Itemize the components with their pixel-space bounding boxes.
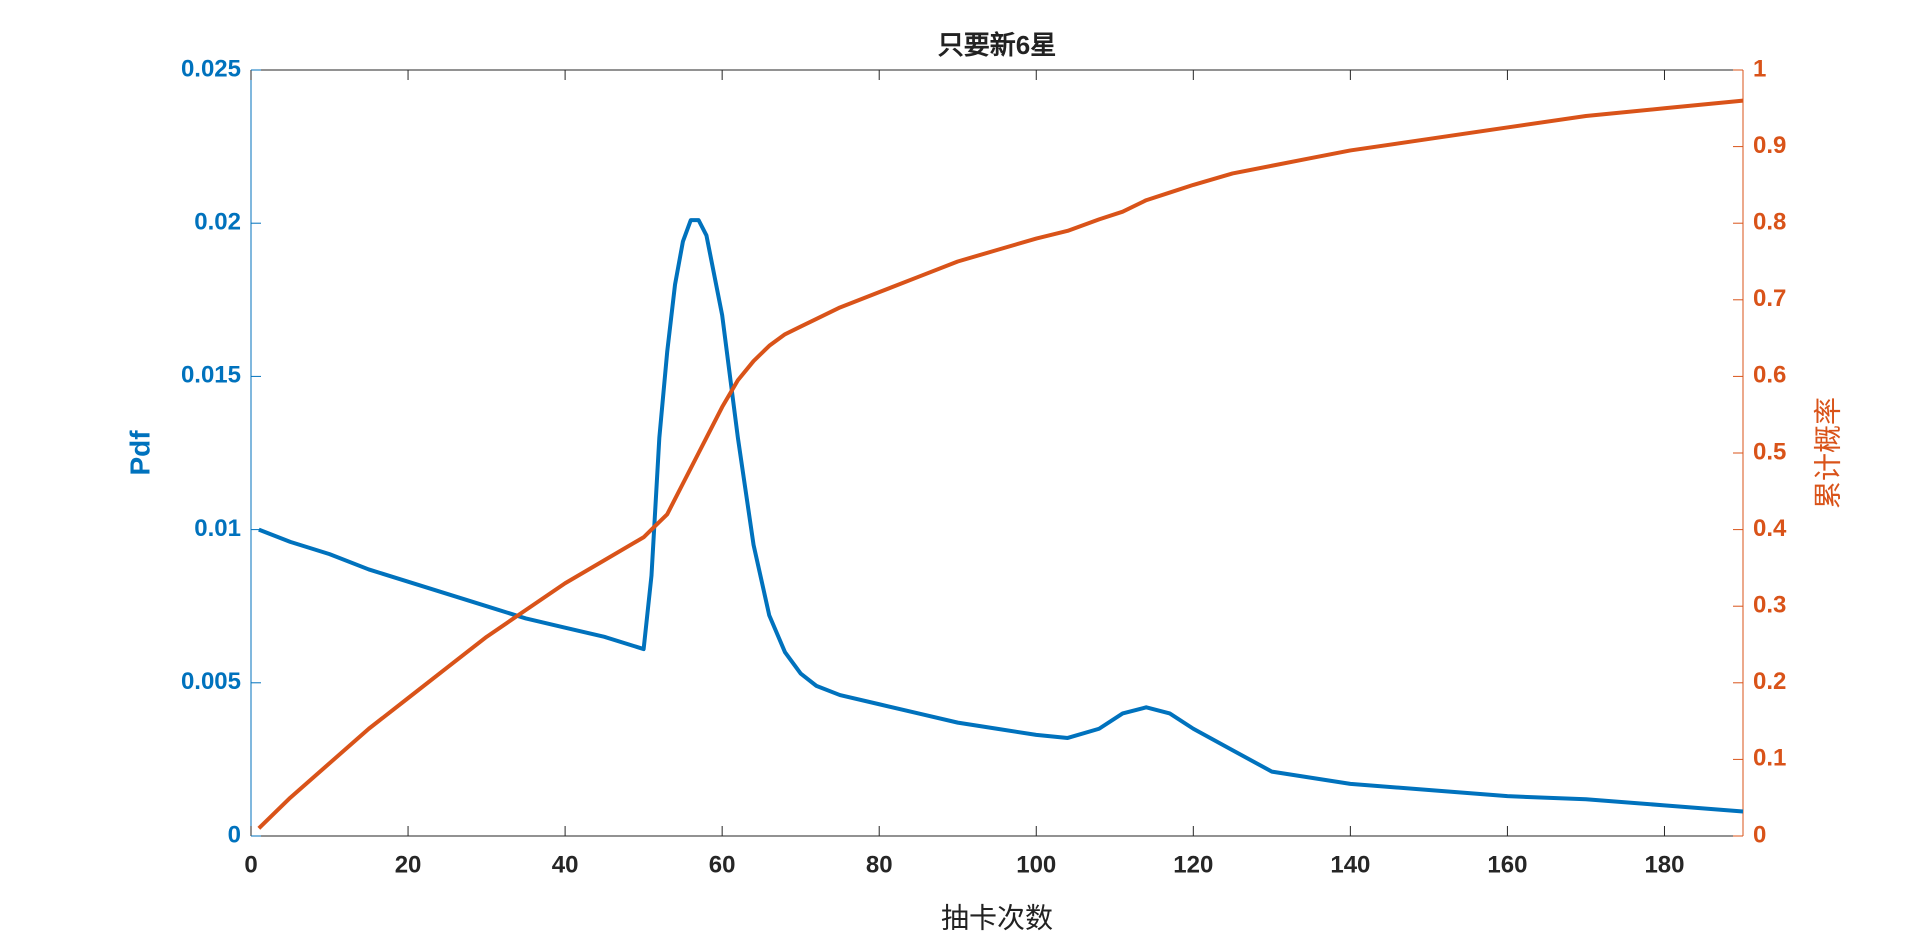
x-tick-label: 120 <box>1173 851 1213 878</box>
y2-tick-label: 0.2 <box>1753 668 1786 695</box>
y2-tick-label: 0.6 <box>1753 362 1786 389</box>
y2-tick-label: 0.1 <box>1753 745 1786 772</box>
x-tick-label: 20 <box>395 851 422 878</box>
chart-title: 只要新6星 <box>938 30 1056 60</box>
y2-tick-label: 0.7 <box>1753 285 1786 312</box>
y2-tick-label: 0.3 <box>1753 592 1786 619</box>
x-tick-label: 0 <box>244 851 257 878</box>
x-tick-label: 40 <box>552 851 579 878</box>
x-tick-label: 140 <box>1330 851 1370 878</box>
y-tick-label: 0.01 <box>194 515 241 542</box>
y-tick-label: 0.005 <box>181 668 241 695</box>
y2-tick-label: 0.8 <box>1753 209 1786 236</box>
y2-axis-label: 累计概率 <box>1812 397 1843 509</box>
x-tick-label: 100 <box>1016 851 1056 878</box>
x-tick-label: 180 <box>1644 851 1684 878</box>
y2-tick-label: 0.5 <box>1753 438 1786 465</box>
y-tick-label: 0.015 <box>181 362 241 389</box>
y-axis-label: Pdf <box>124 430 155 476</box>
x-tick-label: 160 <box>1487 851 1527 878</box>
x-tick-label: 80 <box>866 851 893 878</box>
y-tick-label: 0.025 <box>181 55 241 82</box>
x-axis-label: 抽卡次数 <box>941 902 1053 933</box>
y2-tick-label: 0.4 <box>1753 515 1787 542</box>
y2-tick-label: 0.9 <box>1753 132 1786 159</box>
y-tick-label: 0 <box>228 821 241 848</box>
y-tick-label: 0.02 <box>194 209 241 236</box>
data-line <box>258 218 1744 814</box>
data-line <box>257 98 1744 830</box>
x-tick-label: 60 <box>709 851 736 878</box>
y2-tick-label: 1 <box>1753 55 1766 82</box>
y2-tick-label: 0 <box>1753 821 1766 848</box>
